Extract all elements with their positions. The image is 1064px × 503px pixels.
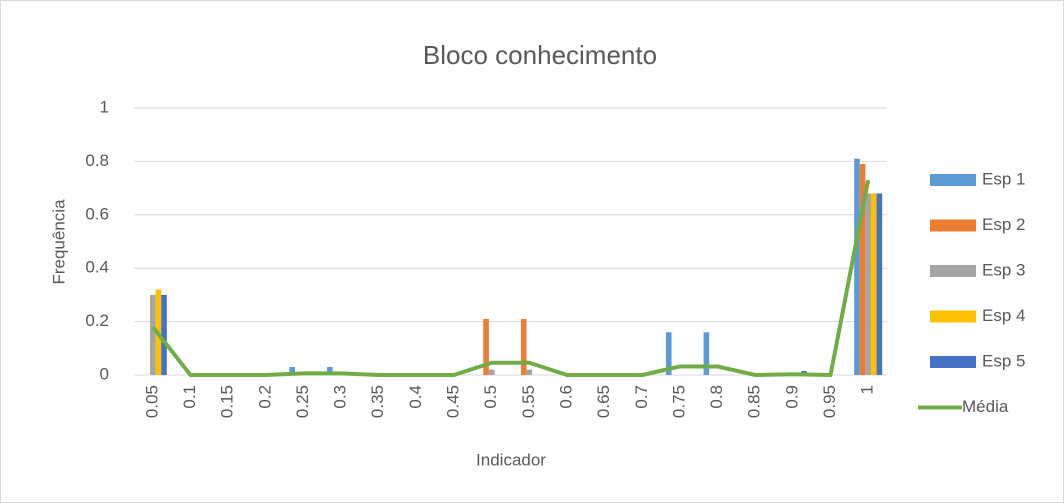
bar [526,369,533,375]
line-series [151,179,871,377]
x-tick-label: 0.65 [594,385,613,418]
legend-label: Esp 5 [982,351,1025,370]
x-tick-label: 0.6 [556,385,575,409]
bar [854,158,860,375]
x-axis-label: Indicador [476,450,546,469]
bar [161,294,167,375]
x-tick-label: 0.55 [519,385,538,418]
legend-label: Esp 3 [982,260,1025,279]
legend-swatch [930,265,976,277]
bar [289,366,296,375]
x-tick-label: 0.8 [707,385,726,409]
legend-swatch [930,310,976,323]
x-tick-label: 0.05 [142,385,161,418]
x-tick-label: 0.2 [255,385,274,409]
y-tick-label: 0.4 [85,258,109,277]
legend-label: Média [962,397,1009,416]
bar [865,193,871,375]
y-tick-label: 0.2 [85,311,109,330]
legend-swatch [930,356,976,368]
x-tick-label: 0.3 [331,385,350,409]
legend-swatch [930,219,976,232]
y-tick-label: 0.6 [85,204,109,223]
x-tick-label: 0.75 [669,385,688,418]
x-tick-label: 1 [858,385,877,394]
bar [483,318,489,375]
x-tick-label: 0.4 [406,385,425,409]
bar [488,369,495,375]
x-tick-label: 0.85 [745,385,764,418]
x-tick-label: 0.7 [632,385,651,409]
x-tick-label: 0.45 [444,385,463,418]
x-tick-label: 0.5 [481,385,500,409]
bar [327,366,333,375]
bar [520,318,527,375]
chart-title: Bloco conhecimento [423,40,657,70]
x-tick-label: 0.25 [293,385,312,418]
legend-label: Esp 4 [982,306,1025,325]
x-tick-label: 0.95 [820,385,839,418]
y-tick-label: 0.8 [85,151,109,170]
x-tick-label: 0.9 [782,385,801,409]
legend-label: Esp 2 [982,215,1025,234]
y-tick-label: 0 [100,364,109,383]
bar [876,193,883,375]
bar [703,332,710,375]
bar [870,193,877,375]
bar [665,332,672,375]
y-tick-label: 1 [100,97,109,116]
x-tick-label: 0.15 [218,385,237,418]
x-tick-label: 0.1 [180,385,199,409]
bar [150,294,156,375]
legend-label: Esp 1 [982,169,1025,188]
legend-swatch [930,174,976,186]
y-axis-label: Frequência [49,199,68,285]
x-tick-label: 0.35 [368,385,387,418]
bar [859,164,866,375]
